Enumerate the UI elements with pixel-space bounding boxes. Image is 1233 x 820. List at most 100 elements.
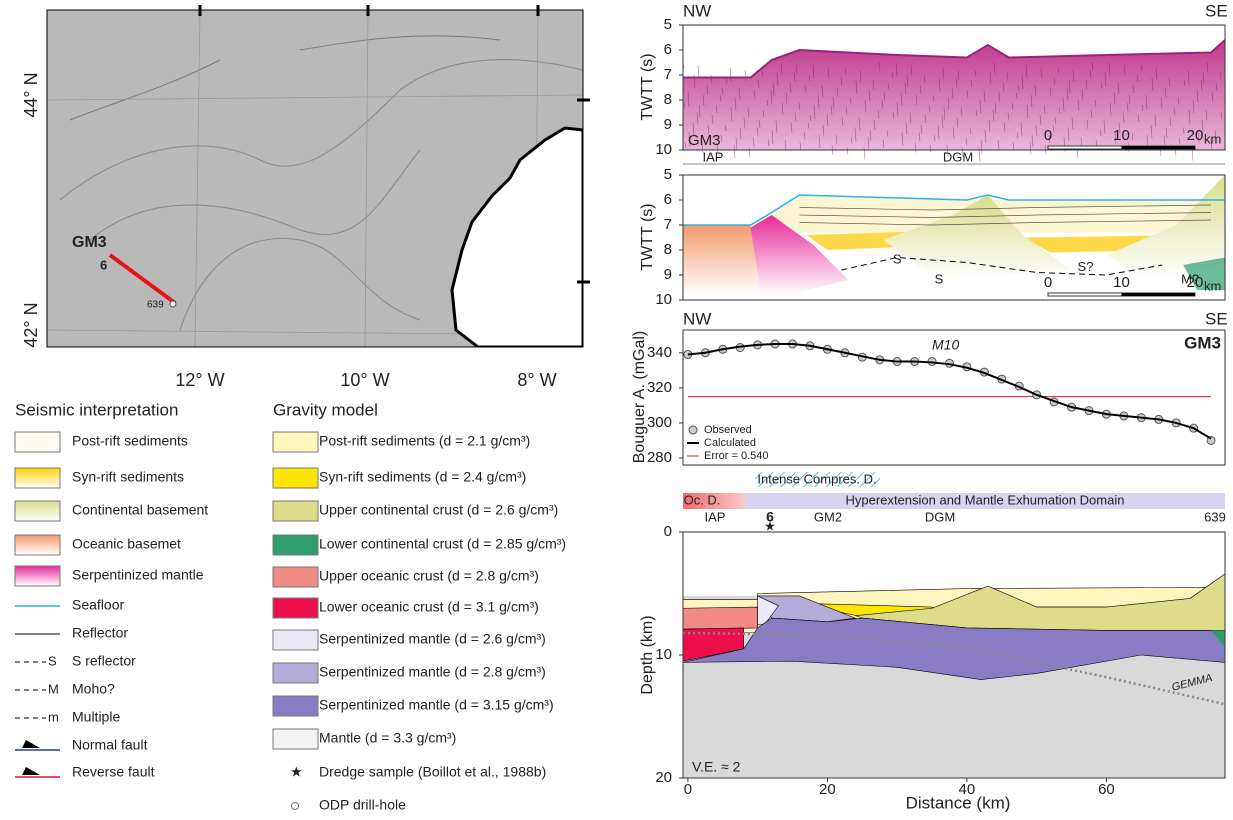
contour <box>179 238 421 331</box>
seismic-streak <box>738 87 741 100</box>
seismic-streak <box>1201 119 1204 132</box>
anomaly-label: M10 <box>932 337 959 353</box>
reflector-label: S? <box>1078 259 1094 274</box>
continental-basement <box>1106 175 1225 280</box>
seismic-streak <box>799 142 802 151</box>
scale-label: 20 <box>1187 274 1204 291</box>
lat-label: 42° N <box>21 302 41 347</box>
legend-symbol: S <box>48 653 57 668</box>
site-label: GM2 <box>814 509 842 524</box>
seismic-streak <box>1137 114 1140 123</box>
seismic-streak <box>1053 77 1056 85</box>
legend-label: Calculated <box>704 437 756 449</box>
seismic-streak <box>719 94 722 103</box>
seismic-streak <box>692 122 695 136</box>
seismic-streak <box>1214 129 1217 139</box>
seismic-streak <box>1062 97 1065 112</box>
seismic-streak <box>1017 84 1020 92</box>
seismic-streak <box>1015 92 1018 99</box>
seismic-streak <box>858 117 861 131</box>
legend-label: Reverse fault <box>72 764 155 780</box>
legend-label: Lower oceanic crust (d = 3.1 g/cm³) <box>319 599 539 615</box>
map <box>47 10 583 347</box>
seismic-streak <box>951 87 954 99</box>
legend-label: Lower continental crust (d = 2.85 g/cm³) <box>319 536 566 552</box>
legend-label: Dredge sample (Boillot et al., 1988b) <box>319 764 546 780</box>
seismic-streak <box>943 107 946 121</box>
drill-label: 639 <box>147 300 164 311</box>
contour <box>69 35 501 121</box>
ve-label: V.E. ≈ 2 <box>692 759 741 775</box>
seismic-streak <box>721 87 724 95</box>
legend-swatch <box>14 431 61 453</box>
axis-title: Depth (km) <box>639 615 656 694</box>
seismic-streak <box>933 134 936 142</box>
seismic-streak <box>696 112 699 125</box>
lon-label: 10° W <box>340 370 389 390</box>
seismic-streak <box>966 89 969 99</box>
coastline <box>450 126 583 347</box>
scale-label: 0 <box>1044 274 1052 291</box>
seismic-streak <box>1091 62 1094 71</box>
seismic-streak <box>901 132 904 146</box>
seismic-streak <box>937 124 940 140</box>
seismic-streak <box>776 72 779 86</box>
legend-label: Post-rift sediments <box>72 433 188 449</box>
seismic-streak <box>747 107 750 118</box>
y-tick-label: 10 <box>655 291 672 308</box>
seismic-streak <box>804 84 807 93</box>
scale-label: 10 <box>1113 127 1130 144</box>
contour <box>59 59 583 201</box>
seismic-streak <box>1086 119 1089 130</box>
seismic-streak <box>1003 122 1006 132</box>
seismic-streak <box>979 99 982 115</box>
domain-label: Hyperextension and Mantle Exhumation Dom… <box>846 492 1125 507</box>
seismic-streak <box>1072 69 1075 83</box>
seismic-streak <box>914 142 917 153</box>
legend-title: Seismic interpretation <box>15 400 178 419</box>
seismic-streak <box>720 134 723 143</box>
serpentinite-315 <box>682 617 1226 680</box>
seismic-streak <box>869 129 872 142</box>
axis-title: TWTT (s) <box>639 203 656 270</box>
legend-label: Upper continental crust (d = 2.6 g/cm³) <box>319 502 558 518</box>
seismic-streak <box>772 82 775 97</box>
legend-label: Post-rift sediments (d = 2.1 g/cm³) <box>319 433 530 449</box>
seismic-streak <box>803 132 806 140</box>
seismic-streak <box>881 99 884 109</box>
seismic-streak <box>952 127 955 139</box>
seismic-streak <box>896 102 899 117</box>
axis-title: Distance (km) <box>906 793 1011 812</box>
seismic-streak <box>1081 89 1084 101</box>
scale-label: 0 <box>1044 127 1052 144</box>
reflector-label: M? <box>1181 271 1199 286</box>
legend-title: Gravity model <box>273 400 378 419</box>
seismic-streak <box>895 62 898 77</box>
legend-swatch <box>14 467 61 489</box>
seismic-streak <box>1206 62 1209 73</box>
lon-label: 8° W <box>517 370 556 390</box>
seismic-streak <box>832 97 835 108</box>
legend-label: Multiple <box>72 709 120 725</box>
y-tick-label: 6 <box>664 191 672 208</box>
scale-bar <box>1121 293 1195 296</box>
serpentinized-mantle <box>750 215 849 295</box>
scale-bar <box>1121 146 1195 149</box>
seismic-streak <box>1126 102 1129 112</box>
seismic-streak <box>1108 62 1111 76</box>
seismic-streak <box>1077 99 1080 112</box>
panel-frame <box>682 174 1226 301</box>
site-label: IAP <box>705 509 726 524</box>
seismic-streak <box>781 102 784 115</box>
seismic-streak <box>739 127 742 140</box>
seismic-streak <box>1040 67 1043 78</box>
seismic-streak <box>687 92 690 107</box>
seismic-streak <box>941 114 944 129</box>
seismic-streak <box>734 97 737 111</box>
dredge-symbol: ★ <box>764 518 776 533</box>
seismic-streak <box>974 69 977 77</box>
graticule <box>47 10 583 347</box>
legend-arrow <box>22 740 40 748</box>
legend-swatch <box>272 467 319 489</box>
